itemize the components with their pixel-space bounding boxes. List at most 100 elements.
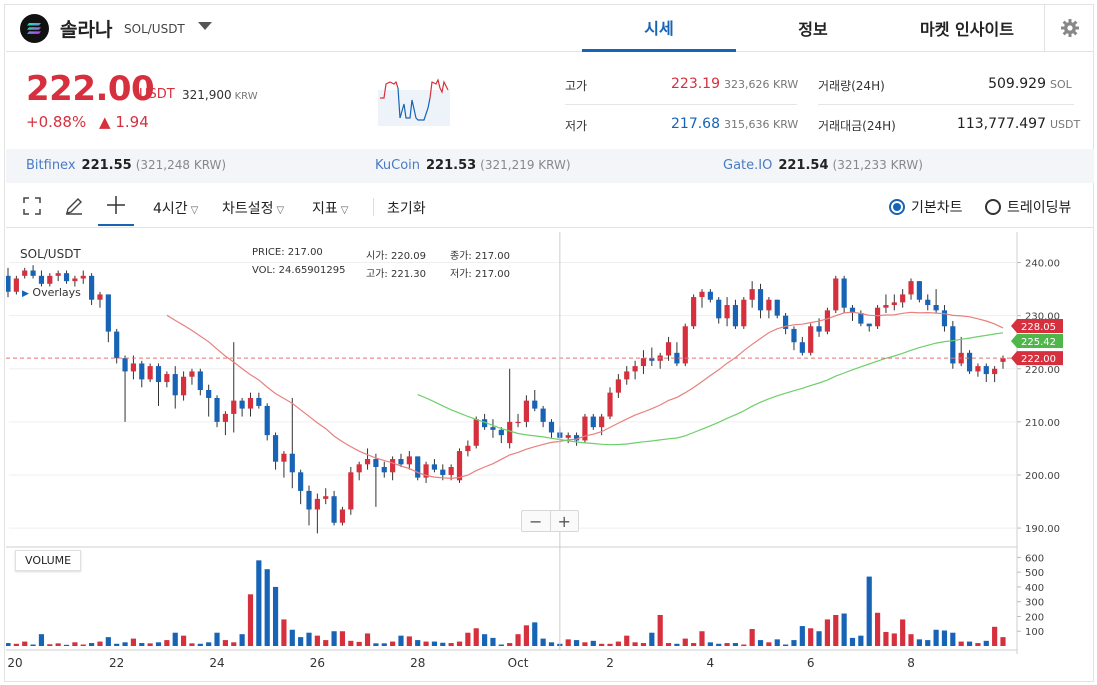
volume-bar — [590, 640, 596, 646]
exchange-bitfinex[interactable]: Bitfinex 221.55 (321,248 KRW) — [26, 158, 226, 173]
header: 솔라나 SOL/USDT 시세 정보 마켓 인사이트 — [6, 4, 1094, 52]
crosshair-icon[interactable] — [98, 186, 134, 226]
candle-body — [691, 297, 697, 327]
candle-body — [482, 419, 488, 428]
candle-body — [607, 392, 613, 417]
candle-body — [849, 307, 856, 313]
reset-button[interactable]: 초기화 — [387, 201, 426, 217]
volume-bar — [373, 643, 379, 646]
candle-body — [732, 305, 739, 327]
exchange-gateio[interactable]: Gate.IO 221.54 (321,233 KRW) — [723, 158, 923, 173]
time-tick-label: 26 — [310, 656, 325, 670]
price-marker-tag — [1011, 319, 1063, 334]
legend-low: 저가: 217.00 — [450, 265, 510, 280]
candle-body — [239, 400, 245, 409]
volume-bar — [272, 586, 279, 646]
candle-body — [833, 278, 839, 311]
exchange-kucoin[interactable]: KuCoin 221.53 (321,219 KRW) — [375, 158, 571, 173]
high-label: 고가 — [565, 79, 588, 93]
low-krw: 315,636 KRW — [724, 118, 799, 131]
volume-bar — [615, 641, 621, 646]
low-value: 217.68 — [671, 116, 720, 132]
volume-bar — [858, 635, 864, 646]
volume-bar — [247, 594, 254, 646]
candle-body — [256, 397, 262, 406]
interval-dropdown[interactable]: 4시간 ▽ — [153, 198, 198, 218]
exchange-krw: (321,248 KRW) — [135, 158, 227, 172]
candle-body — [247, 397, 254, 409]
volume-bar — [348, 640, 354, 646]
legend-open: 시가: 220.09 — [366, 247, 426, 262]
overlays-toggle[interactable]: ▶ Overlays — [22, 286, 81, 299]
price-tick-label: 240.00 — [1025, 259, 1060, 270]
candle-body — [348, 472, 354, 510]
candle-body — [624, 371, 630, 380]
candle-body — [423, 464, 429, 478]
volume-bar — [89, 643, 95, 646]
volume-bar — [448, 643, 454, 646]
volume-bar — [724, 643, 730, 646]
candle-body — [699, 291, 705, 298]
candle-body — [808, 326, 814, 353]
volume-bar — [339, 631, 346, 646]
candle-body — [398, 459, 404, 465]
candle-body — [757, 289, 764, 311]
coin-pair: SOL/USDT — [124, 22, 185, 36]
volume-bar — [640, 643, 647, 646]
candle-body — [80, 275, 86, 279]
candle-body — [682, 326, 688, 364]
volume-bar — [38, 634, 45, 646]
tab-market-insight[interactable]: 마켓 인사이트 — [890, 4, 1044, 52]
volume-bar — [707, 642, 713, 646]
time-tick-label: 4 — [707, 656, 715, 670]
candle-body — [331, 496, 337, 523]
candle-body — [339, 509, 346, 523]
coin-select-dropdown-icon[interactable] — [198, 22, 212, 30]
candle-body — [565, 435, 571, 438]
volume-bar — [749, 629, 755, 646]
volume-bar — [473, 628, 479, 646]
volume-bar — [222, 640, 228, 646]
volume-bar — [197, 643, 203, 646]
volume-label: 거래량(24H) — [818, 79, 885, 93]
candle-body — [314, 498, 320, 510]
zoom-in-button[interactable]: + — [557, 511, 571, 531]
exchange-name[interactable]: Bitfinex — [26, 158, 76, 173]
price-chart[interactable]: 240.00 230.00 220.00 210.00 200.00 190.00 600 5… — [5, 232, 1094, 680]
settings-gear-icon[interactable] — [1044, 4, 1094, 52]
volume-bar — [130, 638, 137, 646]
candle-body — [164, 374, 170, 383]
candle-body — [214, 397, 220, 422]
exchange-name[interactable]: Gate.IO — [723, 158, 773, 173]
volume-bar — [891, 633, 897, 646]
volume-bar — [874, 612, 881, 646]
chevron-down-icon: ▽ — [340, 205, 349, 216]
tab-info[interactable]: 정보 — [736, 4, 890, 52]
candle-body — [264, 405, 270, 436]
volume-bar — [925, 640, 931, 646]
volume-bar — [231, 642, 237, 646]
exchange-name[interactable]: KuCoin — [375, 158, 420, 173]
legend-label: 저가: — [450, 269, 472, 280]
amount-value: 113,777.497 — [956, 116, 1046, 132]
chart-settings-dropdown[interactable]: 차트설정 ▽ — [222, 198, 284, 218]
tab-label: 정보 — [798, 20, 828, 39]
price-marker-tag — [1011, 351, 1063, 366]
volume-bar — [983, 640, 989, 646]
krw-value: 321,900 — [182, 88, 232, 102]
draw-pencil-icon[interactable] — [56, 186, 92, 226]
candle-body — [590, 416, 596, 428]
ma-long-line — [417, 332, 1004, 446]
tab-market-price[interactable]: 시세 — [582, 4, 736, 52]
candlestick-chart-svg[interactable]: 240.00 230.00 220.00 210.00 200.00 190.00 600 5… — [5, 232, 1094, 680]
candle-body — [114, 331, 120, 359]
time-tick-label: Oct — [508, 656, 529, 670]
low-label: 저가 — [565, 119, 588, 133]
volume-bar — [573, 640, 580, 646]
basic-chart-radio[interactable]: 기본차트 — [889, 197, 963, 217]
indicators-dropdown[interactable]: 지표 ▽ — [312, 198, 348, 218]
fullscreen-icon[interactable] — [14, 186, 50, 226]
volume-bar — [691, 643, 697, 646]
tradingview-radio[interactable]: 트레이딩뷰 — [985, 197, 1071, 217]
zoom-out-button[interactable]: − — [522, 511, 551, 531]
